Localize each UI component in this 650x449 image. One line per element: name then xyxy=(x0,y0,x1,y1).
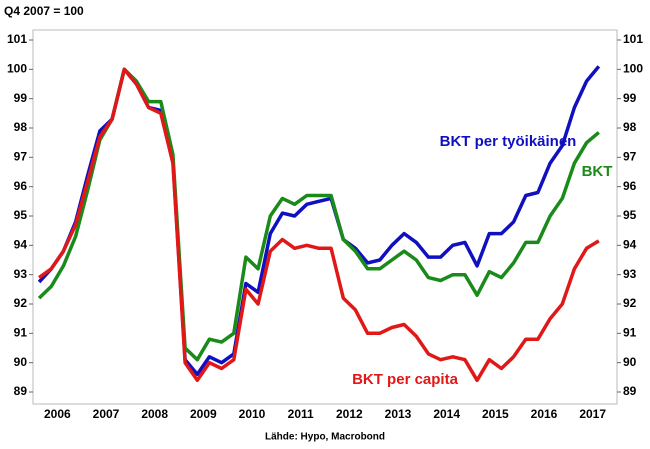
series-line xyxy=(37,67,600,362)
x-tick-label: 2014 xyxy=(433,407,460,421)
y-tick-label: 100 xyxy=(7,62,27,76)
x-tick-label: 2006 xyxy=(44,407,71,421)
y2-tick-label: 97 xyxy=(623,150,637,164)
x-tick-label: 2011 xyxy=(288,407,314,421)
y-tick-label: 97 xyxy=(14,150,28,164)
chart-title: Q4 2007 = 100 xyxy=(4,4,84,18)
y-tick-label: 91 xyxy=(14,326,28,340)
y-tick-label: 93 xyxy=(14,267,28,281)
y-tick-label: 92 xyxy=(14,296,28,310)
series-label: BKT per capita xyxy=(352,371,459,388)
y2-tick-label: 100 xyxy=(623,62,643,76)
x-tick-label: 2010 xyxy=(239,407,266,421)
y-tick-label: 95 xyxy=(14,208,28,222)
y-tick-label: 94 xyxy=(14,238,28,252)
y2-tick-label: 91 xyxy=(623,326,637,340)
y2-tick-label: 96 xyxy=(623,179,637,193)
y-tick-label: 90 xyxy=(14,355,28,369)
y2-tick-label: 90 xyxy=(623,355,637,369)
y2-tick-label: 99 xyxy=(623,91,637,105)
y2-tick-label: 93 xyxy=(623,267,637,281)
y-tick-label: 99 xyxy=(14,91,28,105)
y-tick-label: 101 xyxy=(7,32,27,46)
y-tick-label: 98 xyxy=(14,120,28,134)
y2-tick-label: 98 xyxy=(623,120,637,134)
x-tick-label: 2009 xyxy=(190,407,217,421)
y2-tick-label: 94 xyxy=(623,238,637,252)
y2-tick-label: 92 xyxy=(623,296,637,310)
plot-frame xyxy=(32,29,618,405)
y2-tick-label: 101 xyxy=(623,32,643,46)
y2-tick-label: 95 xyxy=(623,208,637,222)
x-tick-label: 2008 xyxy=(141,407,168,421)
y-tick-label: 96 xyxy=(14,179,28,193)
x-tick-label: 2017 xyxy=(579,407,606,421)
x-tick-label: 2013 xyxy=(385,407,412,421)
series-line xyxy=(38,67,600,383)
source: Lähde: Hypo, Macrobond xyxy=(265,432,385,443)
x-tick-label: 2007 xyxy=(93,407,120,421)
x-tick-label: 2012 xyxy=(336,407,363,421)
y-tick-label: 89 xyxy=(14,384,28,398)
x-tick-label: 2015 xyxy=(482,407,509,421)
series-label: BKT per työikäinen xyxy=(440,133,577,150)
series-label: BKT xyxy=(582,163,613,180)
y2-tick-label: 89 xyxy=(623,384,637,398)
x-tick-label: 2016 xyxy=(531,407,558,421)
series-line xyxy=(37,65,601,377)
